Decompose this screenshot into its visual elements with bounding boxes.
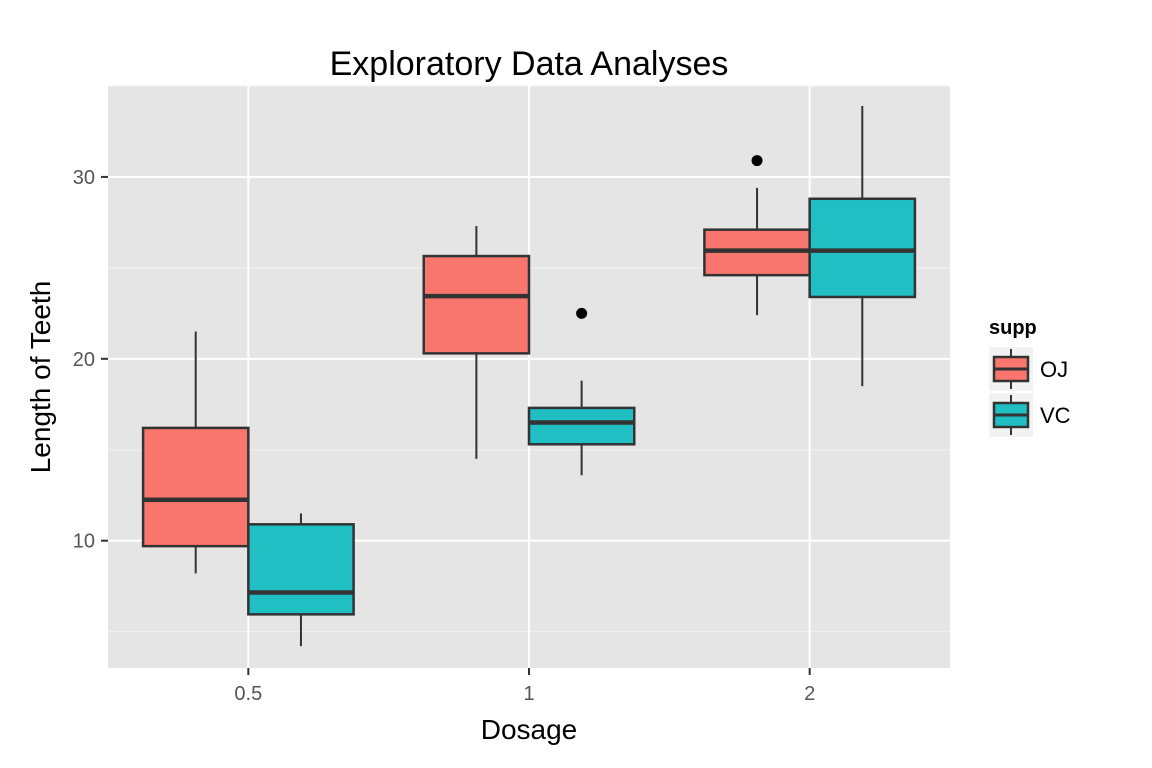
box-body (527, 406, 636, 446)
y-axis: 10 20 30 (73, 167, 108, 553)
legend-item-vc: VC (989, 393, 1071, 437)
legend-label: VC (1040, 403, 1071, 428)
x-axis: 0.5 1 2 (234, 668, 815, 705)
box-body (808, 197, 917, 299)
x-tick-label: 1 (523, 683, 534, 705)
boxplot-layer (141, 106, 917, 647)
box-body (141, 426, 250, 548)
legend-label: OJ (1040, 357, 1068, 382)
box-vc-2 (808, 106, 917, 387)
x-axis-title: Dosage (481, 714, 578, 745)
x-tick-label: 0.5 (234, 683, 262, 705)
y-tick-label: 20 (73, 349, 95, 371)
box-body (422, 254, 531, 355)
outlier-point (751, 155, 763, 167)
y-axis-title: Length of Teeth (25, 281, 56, 474)
box-vc-0.5 (247, 513, 355, 647)
legend-item-oj: OJ (989, 347, 1068, 391)
box-oj-0.5 (141, 331, 250, 574)
y-tick-label: 30 (73, 167, 95, 189)
y-tick-label: 10 (73, 531, 95, 553)
x-tick-label: 2 (804, 683, 815, 705)
box-oj-1 (422, 226, 531, 459)
box-oj-2 (703, 155, 811, 316)
outlier-point (576, 307, 588, 319)
legend-title: supp (989, 317, 1037, 339)
chart-title: Exploratory Data Analyses (330, 45, 729, 83)
box-vc-1 (527, 307, 636, 476)
legend: supp OJ VC (989, 317, 1071, 437)
box-body (247, 523, 355, 616)
